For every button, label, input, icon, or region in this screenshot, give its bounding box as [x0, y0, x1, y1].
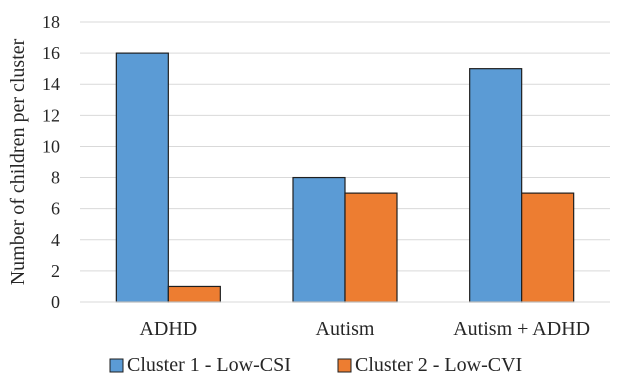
- y-tick-label: 6: [51, 199, 60, 219]
- legend: Cluster 1 - Low-CSI Cluster 2 - Low-CVI: [109, 354, 522, 376]
- bars: [115, 52, 575, 303]
- y-tick-label: 0: [51, 292, 60, 312]
- x-axis-ticks: ADHD Autism Autism + ADHD: [139, 318, 590, 340]
- legend-label: Cluster 1 - Low-CSI: [127, 354, 291, 376]
- bar-2-adhd: [167, 285, 221, 303]
- y-tick-label: 10: [42, 136, 60, 156]
- y-tick-label: 14: [42, 74, 60, 94]
- legend-swatch: [337, 358, 352, 373]
- bar-1-autism: [292, 176, 346, 303]
- bar-1-autism-adhd: [469, 68, 523, 303]
- y-tick-label: 16: [42, 43, 60, 63]
- y-tick-label: 4: [51, 230, 60, 250]
- y-tick-label: 12: [42, 105, 60, 125]
- legend-swatch: [109, 358, 124, 373]
- y-tick-label: 8: [51, 168, 60, 188]
- x-category-label: Autism: [316, 318, 375, 340]
- x-category-label: Autism + ADHD: [453, 318, 590, 340]
- legend-item-2: Cluster 2 - Low-CVI: [337, 354, 522, 376]
- y-axis-ticks: 0 2 4 6 8 10 12 14 16 18: [42, 12, 60, 312]
- y-tick-label: 2: [51, 261, 60, 281]
- x-category-label: ADHD: [139, 318, 197, 340]
- legend-label: Cluster 2 - Low-CVI: [355, 354, 522, 376]
- legend-item-1: Cluster 1 - Low-CSI: [109, 354, 291, 376]
- y-tick-label: 18: [42, 12, 60, 32]
- bar-2-autism: [344, 192, 398, 303]
- y-axis-title: Number of children per cluster: [7, 38, 29, 285]
- bar-1-adhd: [115, 52, 169, 303]
- bar-2-autism-adhd: [521, 192, 575, 303]
